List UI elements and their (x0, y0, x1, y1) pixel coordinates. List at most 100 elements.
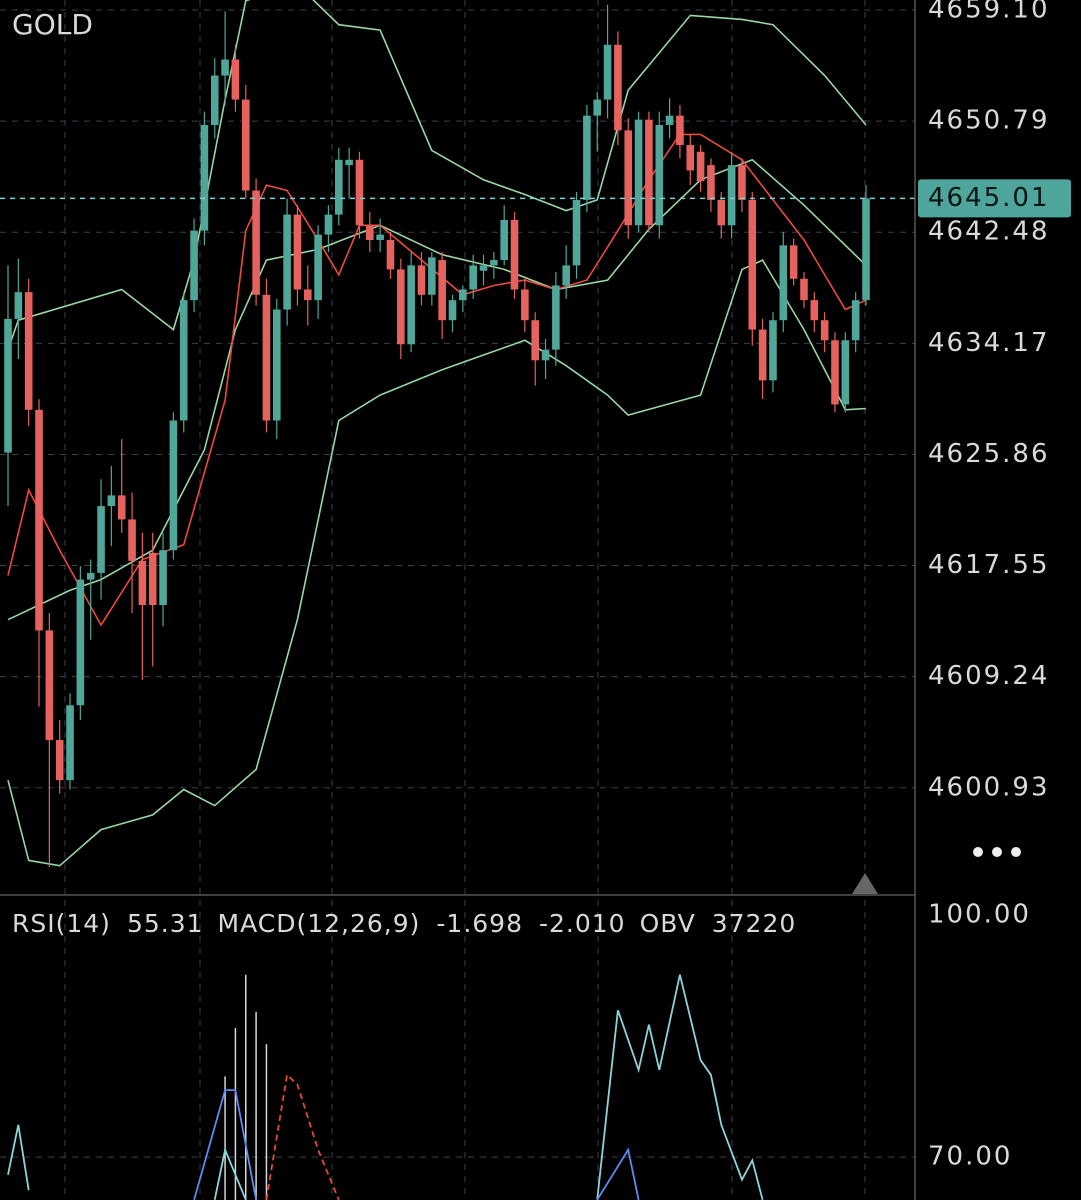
candle-body (645, 119, 653, 226)
candle-body (324, 214, 333, 235)
candle-body (521, 289, 529, 321)
candle-body (179, 300, 188, 421)
candle-body (769, 320, 777, 381)
y-tick-label: 4634.17 (928, 328, 1050, 358)
candle-body (841, 340, 850, 405)
candle-body (665, 115, 674, 126)
overlay-line (7, 158, 867, 621)
candle-body (428, 257, 436, 295)
indicator-panel (7, 974, 764, 1200)
candle-body (572, 199, 581, 266)
candle-body (789, 245, 798, 279)
indicator-value: -1.698 (436, 909, 523, 938)
overlay-line (7, 133, 867, 627)
indicator-value: -2.010 (539, 909, 626, 938)
candle-body (738, 165, 746, 200)
candle-body (252, 190, 260, 295)
candle-body (727, 165, 736, 226)
y-tick-label: 4617.55 (928, 550, 1050, 580)
indicator-line (265, 1072, 340, 1200)
candle-body (55, 740, 64, 781)
candle-body (800, 278, 808, 301)
grid (0, 0, 915, 1200)
candle-body (490, 260, 498, 266)
candle-body (397, 269, 405, 345)
candle-body (562, 265, 571, 286)
candle-body (851, 300, 860, 341)
candle-body (417, 265, 426, 295)
candle-body (200, 125, 209, 231)
candle-body (210, 75, 219, 126)
y-tick-label: 4609.24 (928, 661, 1050, 691)
more-menu[interactable] (973, 847, 1021, 857)
candle-body (748, 199, 757, 330)
indicator-line (7, 974, 764, 1200)
candle-body (469, 265, 477, 290)
candle-body (862, 198, 870, 301)
candle-body (221, 59, 229, 76)
menu-dot (1011, 847, 1021, 857)
candle-body (303, 289, 312, 301)
candle-body (169, 420, 178, 551)
candle-body (820, 320, 829, 341)
candle-body (355, 159, 364, 226)
candle-body (531, 320, 540, 361)
menu-dot (992, 847, 1002, 857)
candle-body (14, 292, 23, 319)
candle-body (97, 506, 105, 573)
candle-body (4, 318, 12, 453)
candle-body (293, 214, 302, 290)
y-tick-label: 4650.79 (928, 106, 1050, 136)
candle-body (407, 265, 415, 345)
candle-body (459, 289, 467, 301)
y-tick-label: 4625.86 (928, 439, 1050, 469)
candle-body (696, 151, 705, 182)
candle-body (283, 214, 291, 310)
last-price-label: 4645.01 (928, 183, 1050, 213)
menu-dot (973, 847, 983, 857)
candle-body (583, 115, 591, 200)
indicator-value: 37220 (712, 909, 797, 938)
candle-body (345, 159, 353, 166)
candle-body (159, 550, 167, 606)
candle-body (634, 119, 643, 226)
candle-body (148, 552, 157, 606)
last-price-box (918, 179, 1071, 218)
y-tick-label: 100.00 (928, 900, 1031, 930)
chart-title: GOLD (12, 8, 93, 41)
candle-body (66, 705, 74, 781)
candle-body (35, 409, 43, 631)
candle-body (314, 234, 322, 301)
candle-body (107, 495, 116, 507)
y-tick-label: 4642.48 (928, 217, 1050, 247)
candle-body (366, 225, 374, 240)
candle-body (138, 560, 147, 606)
candle-body (448, 300, 457, 321)
indicator-header: RSI(14) 55.31 MACD(12,26,9) -1.698 -2.010 OBV… (12, 909, 796, 938)
candle-body (479, 265, 488, 271)
candle-body (655, 125, 664, 226)
candle-body (717, 199, 726, 226)
overlay-line (7, 0, 867, 350)
candle-body (614, 44, 622, 131)
candle-body (603, 44, 612, 100)
candle-body (117, 495, 126, 520)
candle-body (86, 572, 95, 580)
overlay-line (7, 259, 867, 867)
candle-body (510, 219, 519, 290)
candle-body (241, 99, 250, 191)
candle-body (272, 309, 281, 421)
candle-body (500, 219, 508, 261)
candle-body (128, 519, 136, 561)
indicator-name: MACD(12,26,9) (218, 909, 421, 938)
candle-body (262, 294, 271, 421)
candle-body (76, 579, 85, 706)
candle-body (552, 285, 560, 350)
candle-body (190, 230, 198, 301)
scroll-marker[interactable] (852, 873, 878, 894)
candle-body (624, 130, 633, 226)
candle-body (438, 260, 446, 321)
candle-body (686, 145, 695, 171)
